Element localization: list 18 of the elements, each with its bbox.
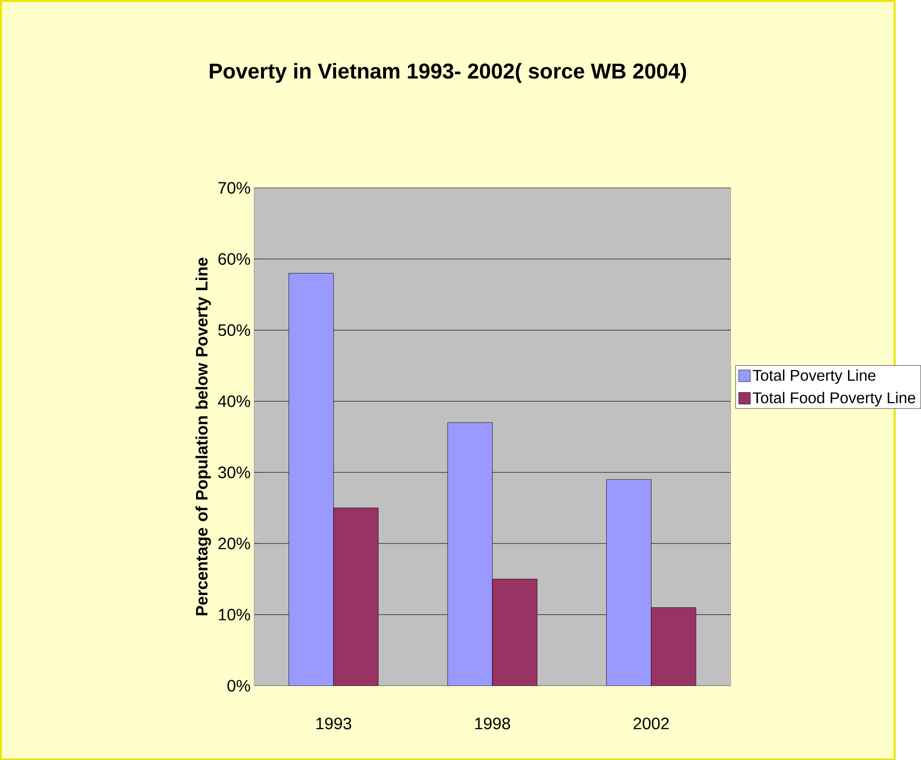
y-tick-label: 10%	[218, 608, 250, 620]
bar	[492, 578, 538, 686]
legend-label: Total Poverty Line	[752, 369, 876, 384]
y-tick-label: 40%	[218, 395, 250, 407]
y-tick-label: 0%	[227, 680, 250, 692]
y-axis-title: Percentage of Population below Poverty Line	[195, 258, 211, 616]
x-tick-label: 1998	[475, 717, 510, 730]
y-tick-label: 50%	[218, 324, 250, 336]
chart-title: Poverty in Vietnam 1993- 2002( sorce WB 2004)	[210, 62, 686, 83]
x-tick-label: 2002	[634, 717, 669, 730]
x-tick-label: 1993	[316, 717, 352, 730]
y-tick-label: 30%	[218, 466, 250, 478]
legend-label: Total Food Poverty Line	[752, 392, 916, 406]
y-tick-label: 60%	[218, 252, 250, 265]
bar	[333, 508, 378, 686]
y-tick-label: 70%	[218, 182, 250, 194]
bar	[651, 607, 696, 686]
y-tick-label: 20%	[218, 537, 250, 550]
